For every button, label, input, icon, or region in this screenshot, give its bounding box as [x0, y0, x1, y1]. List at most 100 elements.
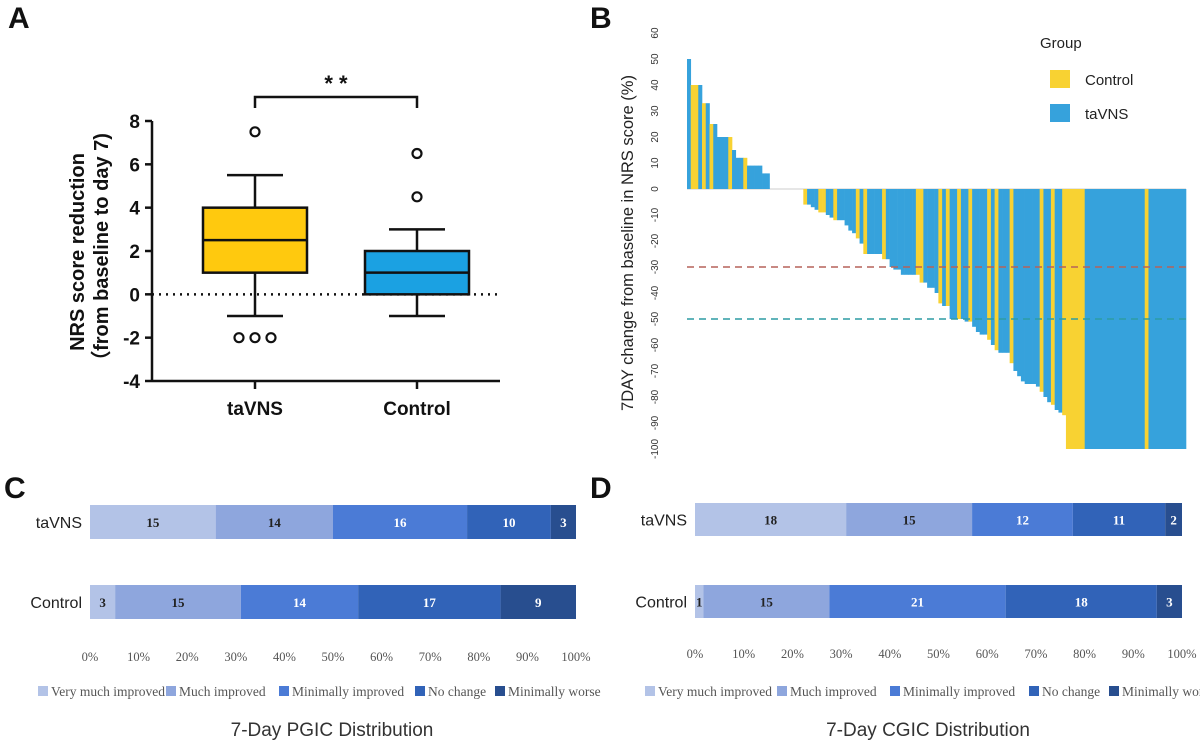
segment-minimally-improved: [240, 585, 359, 619]
segment-very-much-improved: [90, 505, 216, 539]
x-tick-label: 50%: [322, 650, 345, 664]
b-bar: [1002, 189, 1007, 353]
x-tick-label: 50%: [927, 647, 950, 661]
segment-value-label: 14: [268, 515, 282, 530]
segment-value-label: 1: [696, 595, 703, 610]
segment-value-label: 9: [535, 595, 542, 610]
b-bar: [867, 189, 872, 254]
segment-minimally-worse: [550, 505, 576, 539]
segment-value-label: 16: [394, 515, 408, 530]
b-bar: [979, 189, 984, 335]
panel-d-stacked: taVNS 18 15 12 11 2 Control 1 15 21 18 3 0% 10% 20% 30…: [635, 503, 1200, 741]
panel-label-b: B: [590, 2, 612, 35]
b-bar: [747, 165, 752, 189]
a-ylabel-line2: （from baseline to day 7): [90, 133, 113, 371]
legend-label-very-much-improved: Very much improved: [51, 684, 165, 699]
b-bar: [1043, 189, 1048, 397]
a-outlier-point: [411, 191, 423, 203]
a-y-tick-label: 4: [129, 199, 140, 220]
legend-label-minimally-worse: Minimally worse: [1122, 684, 1200, 699]
panel-label-a: A: [8, 2, 30, 35]
b-bar: [1125, 189, 1131, 449]
b-bar: [690, 85, 695, 189]
b-bar: [1024, 189, 1029, 384]
b-bar: [1065, 189, 1070, 449]
b-bar: [698, 85, 703, 189]
b-bar: [687, 59, 692, 189]
x-tick-label: 80%: [1073, 647, 1096, 661]
segment-no-change: [1005, 585, 1157, 618]
b-bar: [934, 189, 939, 293]
b-bar: [953, 189, 958, 319]
segment-minimally-improved: [829, 585, 1006, 618]
segment-value-label: 15: [146, 515, 160, 530]
legend-label-no-change: No change: [1042, 684, 1100, 699]
b-bar: [1028, 189, 1033, 384]
b-bar: [758, 165, 763, 189]
x-tick-label: 30%: [224, 650, 247, 664]
segment-value-label: 14: [293, 595, 307, 610]
x-tick-label: 80%: [467, 650, 490, 664]
x-tick-label: 90%: [1122, 647, 1145, 661]
b-bar: [942, 189, 947, 306]
x-tick-label: 30%: [830, 647, 853, 661]
b-bar: [882, 189, 887, 260]
b-bar: [923, 189, 928, 283]
b-y-tick-label: -40: [650, 285, 661, 300]
segment-value-label: 11: [1113, 513, 1125, 528]
segment-minimally-worse: [1165, 503, 1182, 536]
b-bar: [713, 124, 718, 189]
b-bar: [743, 157, 748, 189]
a-outlier-point: [249, 332, 261, 344]
b-bar: [885, 189, 890, 260]
legend-label-very-much-improved: Very much improved: [658, 684, 772, 699]
segment-no-change: [467, 505, 551, 539]
b-y-tick-label: -60: [650, 337, 661, 352]
panel-label-c: C: [4, 472, 26, 505]
b-bar: [818, 189, 823, 213]
b-bar: [702, 103, 707, 189]
a-y-tick-label: -4: [123, 372, 140, 393]
b-bar: [1020, 189, 1025, 382]
b-bar: [859, 189, 864, 244]
b-bar: [1035, 189, 1040, 387]
b-bar: [1103, 189, 1108, 449]
c-title: 7-Day PGIC Distribution: [231, 720, 434, 741]
segment-no-change: [1072, 503, 1166, 536]
b-bar: [998, 189, 1003, 353]
b-y-tick-label: -100: [650, 439, 661, 459]
segment-value-label: 3: [560, 515, 567, 530]
b-bar: [825, 189, 830, 215]
segment-value-label: 3: [99, 595, 106, 610]
b-bar: [1163, 189, 1168, 449]
b-y-tick-label: 40: [650, 79, 661, 91]
b-y-tick-label: -50: [650, 311, 661, 326]
b-legend-swatch-control: [1050, 70, 1070, 88]
b-bar: [900, 189, 905, 275]
b-bar: [1137, 189, 1142, 449]
a-y-tick-label: -2: [123, 329, 140, 350]
a-x-tick-label: taVNS: [227, 399, 283, 420]
b-bar: [975, 189, 980, 332]
d-title: 7-Day CGIC Distribution: [826, 720, 1030, 741]
segment-value-label: 15: [171, 595, 185, 610]
b-bar: [844, 189, 849, 226]
b-bar: [983, 189, 988, 335]
a-outlier-point: [265, 332, 277, 344]
x-tick-label: 10%: [732, 647, 755, 661]
a-y-tick-label: 8: [129, 112, 140, 133]
segment-value-label: 18: [764, 513, 778, 528]
legend-swatch-minimally-improved: [890, 686, 900, 696]
b-bar: [720, 137, 725, 189]
x-tick-label: 0%: [687, 647, 704, 661]
b-bar: [717, 137, 722, 189]
b-bar: [1047, 189, 1052, 403]
b-bar: [852, 189, 857, 234]
segment-minimally-worse: [500, 585, 576, 619]
a-significance-bracket: [253, 95, 419, 108]
b-legend-label-control: Control: [1085, 72, 1133, 89]
legend-label-much-improved: Much improved: [179, 684, 266, 699]
b-bar: [728, 137, 733, 189]
b-bar: [732, 150, 737, 189]
b-bar: [1077, 189, 1082, 449]
